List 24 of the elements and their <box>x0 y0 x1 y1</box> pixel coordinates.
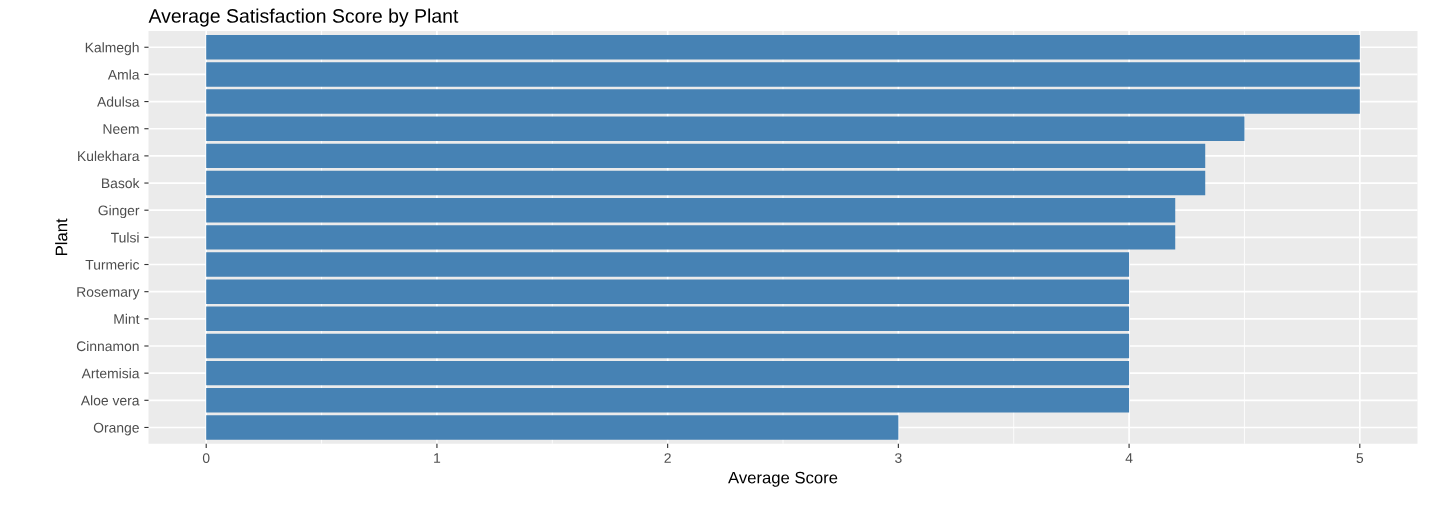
y-tick-label: Mint <box>114 313 140 324</box>
y-tick-label: Neem <box>103 124 139 134</box>
y-tick-label: Rosemary <box>77 287 140 300</box>
x-tick-label: 3 <box>895 453 902 463</box>
x-tick-label: 1 <box>434 453 441 463</box>
y-tick-label: Orange <box>93 422 139 436</box>
x-axis-title: Average Score <box>728 471 838 487</box>
y-tick-label: Amla <box>107 69 140 80</box>
y-tick-label: Turmeric <box>85 259 140 270</box>
x-tick-label: 2 <box>664 453 671 463</box>
y-tick-label: Kalmegh <box>85 42 139 56</box>
x-tick-label: 5 <box>1356 453 1364 463</box>
y-axis-title: Plant <box>55 218 68 255</box>
y-tick-label: Kulekhara <box>78 150 140 162</box>
y-tick-label: Adulsa <box>97 96 140 107</box>
y-tick-label: Cinnamon <box>76 340 139 352</box>
y-tick-label: Basok <box>102 178 140 189</box>
y-tick-label: Aloe vera <box>80 395 140 406</box>
x-tick-label: 4 <box>1125 453 1133 463</box>
y-tick-label: Artemisia <box>81 368 140 379</box>
chart-title: Average Satisfaction Score by Plant <box>148 8 459 27</box>
y-tick-label: Tulsi <box>111 232 139 243</box>
y-tick-label: Ginger <box>98 205 140 219</box>
x-tick-label: 0 <box>202 453 210 463</box>
